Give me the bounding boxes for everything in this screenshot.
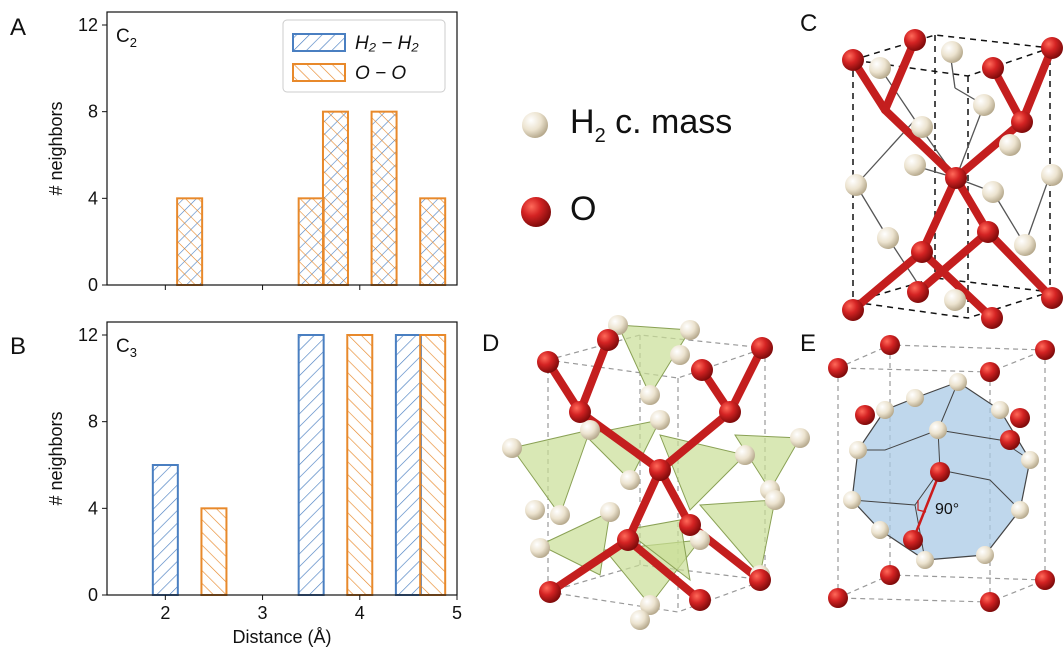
h2-legend-label: H2 c. mass xyxy=(570,103,733,147)
x-tick-label: 5 xyxy=(452,603,462,623)
panel-letter-b: B xyxy=(10,333,27,360)
x-axis-label: Distance (Å) xyxy=(232,627,331,647)
bond-line xyxy=(911,471,942,541)
panel-letter-e: E xyxy=(800,330,817,357)
right-angle-marker xyxy=(917,500,927,513)
angle-label: 90° xyxy=(935,501,959,518)
y-axis-label: # neighbors xyxy=(46,411,66,505)
bar-overlap-1 xyxy=(297,197,325,286)
bar-overlap-0 xyxy=(176,197,204,286)
y-axis-label: # neighbors xyxy=(46,101,66,195)
bar-h2-0 xyxy=(151,464,179,596)
crystal-structure-c xyxy=(842,29,1063,329)
panel-letter-a: A xyxy=(10,14,27,41)
bar-h2-3 xyxy=(394,334,422,596)
bar-overlap-3 xyxy=(370,110,398,286)
oxygen-legend-label: O xyxy=(570,190,597,228)
chart-panel-a: 0 4 8 12 # neighbors C2 H₂ − H₂ O − O xyxy=(46,11,458,295)
y-tick-label: 8 xyxy=(88,412,98,432)
panel-annotation: C2 xyxy=(116,26,137,50)
plot-frame xyxy=(106,321,458,596)
legend-label-h2: H₂ − H₂ xyxy=(355,33,419,54)
crystal-structure-e: 90° xyxy=(828,335,1055,612)
y-tick-label: 4 xyxy=(88,498,98,518)
legend-label-oo: O − O xyxy=(355,63,406,84)
panel-letter-c: C xyxy=(800,10,818,37)
y-tick-label: 8 xyxy=(88,102,98,122)
bar-h2-2 xyxy=(297,334,325,596)
legend-swatch-oo xyxy=(292,63,346,82)
x-tick-label: 2 xyxy=(160,603,170,623)
plot-frame xyxy=(106,11,458,286)
bar-oo-1 xyxy=(346,334,374,596)
chart-panel-b: 0 4 8 12 2 3 4 5 # neighbors Distance (Å) C3 xyxy=(46,321,462,647)
crystal-structure-d xyxy=(502,315,810,630)
x-tick-label: 3 xyxy=(258,603,268,623)
y-tick-label: 0 xyxy=(88,275,98,295)
bar-overlap-4 xyxy=(419,197,447,286)
h2-sphere-icon xyxy=(522,112,548,138)
y-tick-label: 0 xyxy=(88,585,98,605)
y-tick-label: 12 xyxy=(78,15,98,35)
bar-overlap-2 xyxy=(321,110,349,286)
oxygen-sphere-icon xyxy=(521,197,551,227)
bar-oo-4 xyxy=(200,507,228,597)
panel-annotation: C3 xyxy=(116,336,137,360)
y-tick-label: 12 xyxy=(78,325,98,345)
legend-swatch-h2 xyxy=(292,33,346,52)
y-tick-label: 4 xyxy=(88,188,98,208)
x-tick-label: 4 xyxy=(355,603,365,623)
panel-letter-d: D xyxy=(482,330,500,357)
bar-oo-5 xyxy=(419,334,447,596)
